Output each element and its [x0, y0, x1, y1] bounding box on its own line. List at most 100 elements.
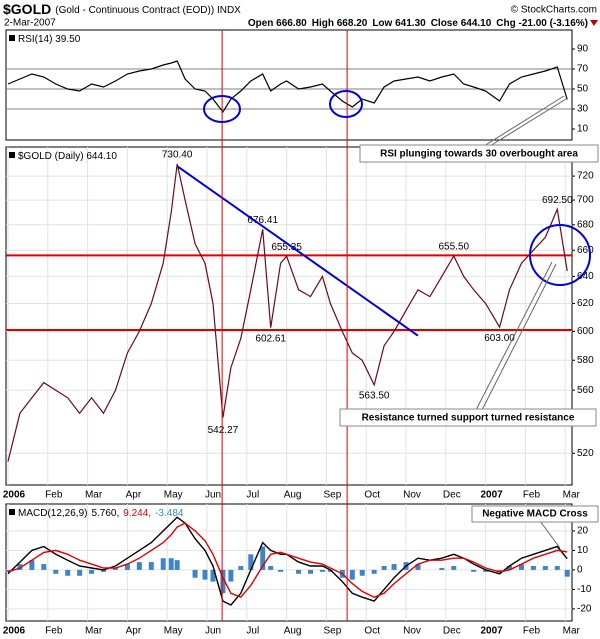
quote-item: Open 666.80: [248, 18, 307, 29]
y-tick-label: -20: [577, 604, 592, 615]
copyright: © StockCharts.com: [511, 5, 597, 16]
histogram-bar: [220, 569, 226, 594]
symbol: $GOLD: [3, 1, 51, 17]
y-tick-label: 520: [577, 448, 594, 459]
price-label: 655.35: [271, 242, 302, 253]
histogram-bar: [17, 564, 23, 570]
x-tick-label: Jun: [205, 490, 221, 501]
y-tick-label: 720: [577, 171, 594, 182]
quote-item: High 668.20: [312, 18, 368, 29]
quote-item: Close 644.10: [431, 18, 492, 29]
histogram-bar: [554, 566, 560, 570]
price-label: 542.27: [208, 425, 239, 436]
x-tick-label: 2007: [481, 626, 504, 637]
histogram-bar: [53, 569, 59, 574]
quote: Open 666.80 High 668.20 Low 641.30 Close 64…: [248, 18, 588, 29]
histogram-bar: [5, 569, 11, 572]
series-line: [7, 522, 568, 599]
quote-item: Low 641.30: [372, 18, 426, 29]
x-tick-label: Mar: [563, 626, 581, 637]
callout: Negative MACD Cross: [482, 509, 588, 520]
pointer: [483, 95, 565, 147]
histogram-bar: [210, 569, 216, 582]
histogram-bar: [124, 564, 130, 570]
y-tick-label: 560: [577, 385, 594, 396]
x-tick-label: Mar: [85, 490, 103, 501]
histogram-bar: [359, 569, 365, 576]
x-tick-label: Feb: [523, 490, 541, 501]
plots: 10 30 50 70 90 2006 Feb Mar Apr May Jun Jul Aug Sep Oc…: [3, 29, 594, 637]
histogram-bar: [77, 569, 83, 576]
histogram-bar: [497, 569, 503, 572]
x-tick-label: Nov: [403, 626, 421, 637]
x-tick-label: May: [164, 490, 183, 501]
panel-title-text: RSI(14) 39.50: [18, 34, 81, 45]
x-tick-label: Apr: [126, 626, 142, 637]
y-tick-label: 10: [577, 124, 589, 135]
histogram-bar: [228, 569, 234, 582]
highlight-circle: [529, 224, 591, 286]
callout: RSI plunging towards 30 overbought area: [380, 149, 578, 160]
y-tick-label: 20: [577, 526, 589, 537]
overlays: RSI plunging towards 30 overbought area …: [203, 90, 599, 549]
histogram-bar: [415, 564, 421, 570]
pointer: [539, 520, 561, 549]
pointer: [489, 98, 567, 147]
callout-box: [339, 408, 597, 427]
highlight-circle: [329, 90, 363, 118]
x-tick-label: Aug: [284, 490, 302, 501]
histogram-bar: [168, 558, 174, 570]
x-tick-label: 2006: [3, 626, 26, 637]
x-tick-label: Oct: [364, 490, 380, 501]
histogram-bar: [319, 569, 325, 572]
histogram-bar: [451, 566, 457, 570]
y-tick-label: 680: [577, 219, 594, 230]
x-tick-label: Jul: [246, 626, 259, 637]
panel-title: RSI(14) 39.50: [18, 34, 81, 45]
x-tick-label: Sep: [324, 626, 342, 637]
x-tick-label: Jun: [205, 626, 221, 637]
histogram-bar: [381, 566, 387, 570]
x-tick-label: Mar: [85, 626, 103, 637]
x-tick-label: Jul: [246, 490, 259, 501]
histogram-bar: [307, 569, 313, 574]
x-tick-label: 2006: [3, 490, 26, 501]
histogram-bar: [349, 569, 355, 580]
quote-item: Chg -21.00 (-3.16%): [496, 18, 588, 29]
x-tick-label: May: [164, 626, 183, 637]
histogram-bar: [268, 566, 274, 570]
series-line: [7, 60, 568, 114]
price-label: 730.40: [162, 150, 193, 161]
price-label: 603.00: [484, 333, 515, 344]
x-tick-label: Aug: [284, 626, 302, 637]
histogram-bar: [136, 562, 142, 570]
x-tick-label: Mar: [563, 490, 581, 501]
histogram-bar: [327, 569, 333, 572]
panel-title-text: MACD(12,26,9): [18, 508, 87, 519]
legend-marker: [9, 35, 15, 41]
price-label: 602.61: [255, 333, 286, 344]
histogram-bar: [564, 569, 570, 577]
x-tick-label: Nov: [403, 490, 421, 501]
y-tick-label: 660: [577, 245, 594, 256]
x-tick-label: Oct: [364, 626, 380, 637]
histogram-bar: [471, 569, 477, 572]
panel-title-text: $GOLD (Daily) 644.10: [18, 151, 117, 162]
legend-marker: [9, 152, 15, 158]
callout-box: [471, 505, 599, 523]
legend-entry: -3.484: [155, 508, 184, 519]
y-tick-label: 620: [577, 298, 594, 309]
histogram-bar: [371, 569, 377, 574]
panel: [5, 29, 573, 141]
down-arrow: [590, 20, 598, 26]
histogram-bar: [29, 560, 35, 570]
callout: Resistance turned support turned resista…: [362, 413, 575, 424]
x-tick-label: Feb: [45, 490, 63, 501]
histogram-bar: [530, 566, 536, 570]
description: (Gold - Continuous Contract (EOD)) INDX: [55, 5, 241, 16]
panel: [5, 146, 573, 486]
x-tick-label: Feb: [523, 626, 541, 637]
y-tick-label: 580: [577, 355, 594, 366]
histogram-bar: [518, 564, 524, 570]
